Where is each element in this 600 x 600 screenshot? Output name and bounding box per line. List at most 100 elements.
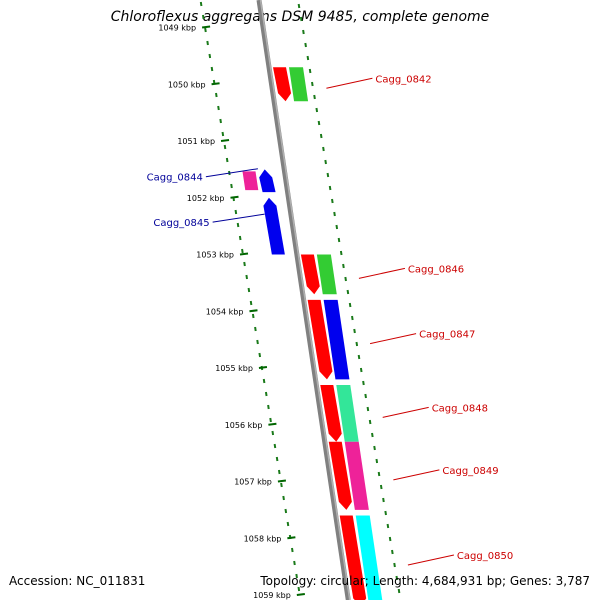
gc-dot	[375, 458, 379, 464]
gene-leader-line	[382, 406, 429, 418]
ruler-dot	[293, 560, 296, 566]
ruler-dot	[215, 92, 218, 98]
tick-label: 1053 kbp	[196, 251, 234, 260]
ruler-dot	[247, 287, 251, 293]
ruler-dot	[280, 482, 283, 488]
ruler-dot	[267, 404, 270, 410]
gc-dot	[297, 3, 301, 9]
ruler-dot	[297, 586, 301, 592]
gc-dot	[322, 146, 325, 152]
gene-leader-line	[205, 168, 258, 178]
gene-label: Cagg_0847	[419, 330, 475, 341]
ruler-dot	[202, 14, 205, 20]
tick-label: 1056 kbp	[225, 421, 263, 430]
gc-dot	[357, 354, 361, 360]
gc-dot	[366, 406, 370, 412]
ruler-dot	[264, 391, 268, 397]
gene-label: Cagg_0848	[432, 403, 488, 414]
gc-dot	[364, 393, 367, 399]
gc-dot	[339, 250, 343, 256]
gc-dot	[388, 536, 392, 542]
ruler-dot	[243, 261, 246, 267]
gc-dot	[302, 29, 305, 35]
tick-label: 1058 kbp	[244, 534, 282, 543]
ruler-dot	[219, 118, 222, 124]
tick-mark	[268, 422, 277, 426]
gc-dot	[304, 42, 307, 48]
gc-dot	[306, 55, 310, 61]
gene-cog-block	[323, 299, 350, 380]
ruler-dot	[286, 521, 290, 527]
ruler-dot	[225, 157, 229, 163]
genome-backbone-highlight	[259, 0, 351, 600]
gc-dot	[308, 68, 312, 74]
tick-label: 1057 kbp	[234, 478, 272, 487]
ruler-dot	[271, 430, 275, 436]
gc-dot	[326, 172, 330, 178]
ruler-dot	[230, 183, 233, 189]
tick-mark	[201, 25, 211, 29]
tick-label: 1051 kbp	[177, 137, 215, 146]
gene-leader-line	[407, 554, 455, 566]
gc-dot	[395, 575, 399, 581]
ruler-dot	[217, 105, 220, 111]
tick-label: 1054 kbp	[206, 307, 244, 316]
ruler-dot	[249, 300, 253, 306]
gene-leader-line	[212, 213, 265, 223]
gc-dot	[328, 185, 332, 191]
gc-dot	[391, 549, 394, 555]
gc-dot	[344, 276, 347, 282]
gc-dot	[313, 94, 316, 100]
gc-dot	[353, 328, 356, 334]
map-title: Chloroflexus aggregans DSM 9485, complet…	[110, 9, 490, 25]
ruler-dot	[210, 66, 214, 72]
ruler-dot	[208, 53, 212, 59]
ruler-dot	[223, 144, 227, 150]
ruler-dot	[241, 248, 244, 254]
gc-dot	[359, 367, 363, 373]
gc-dot	[379, 484, 383, 490]
gene-leader-line	[393, 469, 440, 481]
gene-label: Cagg_0844	[147, 173, 203, 184]
ruler-dot	[238, 235, 242, 241]
ruler-dot	[199, 1, 203, 7]
ruler-dot	[258, 352, 262, 358]
gc-dot	[346, 289, 350, 295]
gene-cog-block	[355, 515, 383, 600]
gc-dot	[397, 588, 401, 594]
gene-leader-line	[326, 77, 373, 89]
ruler-dot	[282, 495, 285, 501]
ruler-dot	[256, 339, 259, 345]
tick-mark	[277, 479, 287, 483]
gene-label: Cagg_0842	[375, 74, 431, 85]
gc-dot	[371, 432, 374, 438]
accession-text: Accession: NC_011831	[9, 574, 146, 588]
tick-mark	[287, 536, 296, 540]
gene-cog-block	[263, 197, 285, 255]
gc-dot	[355, 341, 359, 347]
gc-dot	[362, 380, 365, 386]
ruler-dot	[269, 417, 272, 423]
gene-strand-block	[273, 67, 292, 102]
gene-strand-block	[300, 254, 320, 295]
gene-label: Cagg_0850	[457, 551, 513, 562]
gene-strand-block	[339, 515, 367, 600]
ruler-dot	[291, 547, 294, 553]
genome-summary-text: Topology: circular; Length: 4,684,931 bp…	[260, 574, 590, 588]
tick-mark	[249, 309, 258, 313]
gc-dot	[351, 315, 354, 321]
gc-dot	[324, 159, 327, 165]
ruler-dot	[234, 209, 238, 215]
gene-cog-block	[289, 67, 309, 102]
tick-mark	[239, 252, 249, 256]
gc-dot	[382, 497, 385, 503]
ruler-dot	[277, 469, 281, 475]
gc-dot	[331, 198, 334, 204]
tick-label: 1059 kbp	[253, 591, 291, 600]
ruler-dot	[245, 274, 249, 280]
gc-dot	[373, 445, 376, 451]
tick-label: 1049 kbp	[158, 24, 196, 33]
gc-dot	[386, 523, 390, 529]
ruler-dot	[251, 313, 255, 319]
